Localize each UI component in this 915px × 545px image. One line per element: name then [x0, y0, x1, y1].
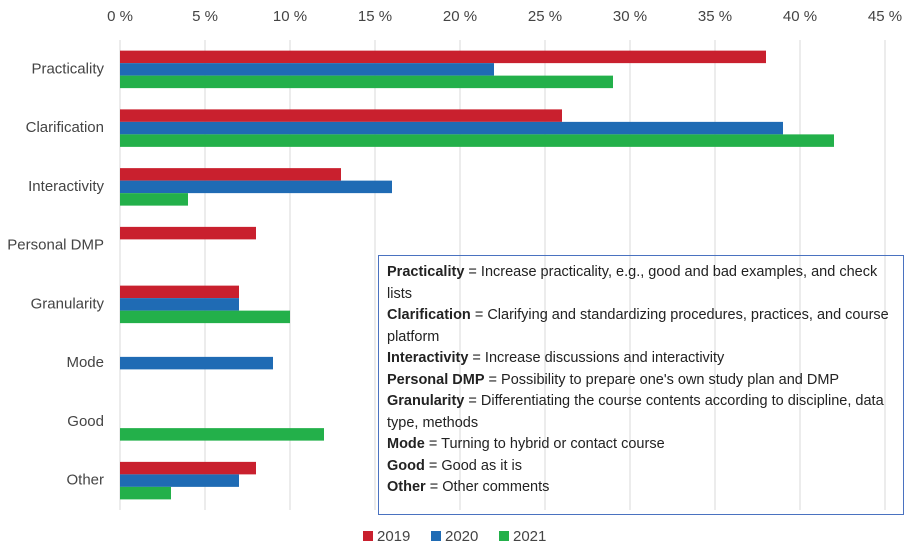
legend-label: 2019 [377, 528, 410, 545]
x-tick-label: 25 % [528, 8, 562, 25]
y-tick-label: Good [67, 413, 104, 430]
legend-label: 2021 [513, 528, 546, 545]
annotation-box: Practicality = Increase practicality, e.… [378, 255, 904, 515]
note-term: Clarification [387, 307, 471, 323]
y-tick-label: Other [66, 472, 104, 489]
bar [120, 180, 392, 194]
y-tick-label: Practicality [31, 60, 104, 77]
y-tick-label: Mode [66, 354, 104, 371]
note-term: Personal DMP [387, 371, 485, 388]
note-term: Granularity [387, 393, 465, 409]
note-term: Good [387, 457, 425, 474]
note-term: Practicality [387, 264, 465, 280]
x-tick-label: 0 % [107, 8, 133, 25]
note-term: Other [387, 479, 426, 495]
bar [120, 356, 273, 370]
bar [120, 285, 239, 299]
x-tick-label: 45 % [868, 8, 902, 25]
bar [120, 486, 171, 500]
y-tick-label: Clarification [26, 119, 104, 136]
bar [120, 121, 783, 135]
bar [120, 474, 239, 487]
legend-swatch [431, 531, 441, 541]
note-text: = Increase discussions and interactivity [468, 350, 725, 366]
note-text: = Turning to hybrid or contact course [424, 436, 665, 452]
x-tick-label: 30 % [613, 8, 647, 25]
note-line: Clarification = Clarifying and standardi… [387, 305, 895, 348]
x-tick-label: 5 % [192, 8, 218, 25]
bar [120, 428, 324, 441]
note-line: Good = Good as it is [387, 456, 895, 478]
bar [120, 461, 256, 475]
note-line: Interactivity = Increase discussions and… [387, 348, 895, 370]
note-line: Personal DMP = Possibility to prepare on… [387, 370, 895, 392]
bar [120, 226, 256, 240]
note-line: Granularity = Differentiating the course… [387, 391, 895, 434]
bar [120, 310, 290, 324]
note-text: = Differentiating the course contents ac… [387, 393, 888, 431]
x-tick-label: 15 % [358, 8, 392, 25]
bar [120, 134, 834, 147]
bar [120, 50, 766, 64]
note-line: Practicality = Increase practicality, e.… [387, 262, 895, 305]
legend-swatch [499, 531, 509, 541]
x-tick-label: 10 % [273, 8, 307, 25]
note-line: Mode = Turning to hybrid or contact cour… [387, 434, 895, 456]
bar [120, 298, 239, 311]
bar [120, 193, 188, 206]
bar [120, 75, 613, 89]
note-text: = Good as it is [424, 457, 522, 474]
note-text: = Other comments [425, 479, 550, 495]
note-text: = Clarifying and standardizing procedure… [387, 307, 893, 345]
y-tick-label: Granularity [31, 295, 105, 312]
x-tick-label: 40 % [783, 8, 817, 25]
note-term: Mode [387, 436, 425, 452]
note-term: Interactivity [387, 350, 469, 366]
x-tick-label: 20 % [443, 8, 477, 25]
x-tick-label: 35 % [698, 8, 732, 25]
bar [120, 168, 341, 181]
note-text: = Increase practicality, e.g., good and … [387, 264, 882, 302]
y-tick-label: Interactivity [28, 178, 104, 195]
legend-swatch [363, 531, 373, 541]
y-tick-label: Personal DMP [7, 237, 104, 254]
legend-label: 2020 [445, 528, 478, 545]
note-line: Other = Other comments [387, 477, 895, 499]
bar [120, 63, 494, 76]
bar [120, 109, 562, 122]
note-text: = Possibility to prepare one's own study… [484, 371, 840, 388]
